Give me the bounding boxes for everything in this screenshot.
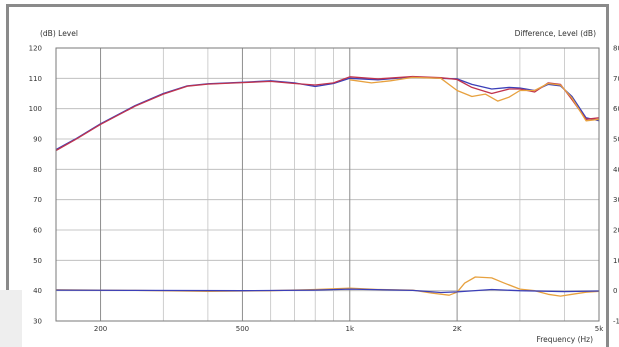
right-tick-label: 0 [613,287,617,295]
series-layer [55,75,600,297]
tick-layer: 1201101009080706050403080706050403020100… [29,45,619,334]
x-tick-label: 5k [595,325,604,333]
left-tick-label: 40 [33,287,42,295]
left-tick-label: 100 [29,105,42,113]
left-tick-label: 70 [33,196,42,204]
corner-shade [0,290,22,347]
frame-right-border [606,4,609,347]
right-tick-label: -10 [613,318,619,326]
right-tick-label: 40 [613,166,619,174]
frame-left-border [6,4,9,347]
left-tick-label: 90 [33,136,42,144]
frame-top-border [6,4,608,7]
x-tick-label: 200 [94,325,107,333]
x-tick-label: 500 [236,325,249,333]
series-line [55,276,600,297]
left-tick-label: 30 [33,318,42,326]
right-tick-label: 70 [613,75,619,83]
left-tick-label: 50 [33,257,42,265]
x-tick-label: 2K [453,325,462,333]
left-tick-label: 110 [29,75,42,83]
right-tick-label: 30 [613,196,619,204]
right-tick-label: 80 [613,45,619,53]
right-tick-label: 50 [613,136,619,144]
left-tick-label: 80 [33,166,42,174]
right-tick-label: 10 [613,257,619,265]
series-line [349,76,600,122]
right-tick-label: 20 [613,227,619,235]
x-axis-title: Frequency (Hz) [536,335,593,344]
right-axis-title: Difference, Level (dB) [515,29,596,38]
left-tick-label: 60 [33,227,42,235]
x-tick-label: 1k [346,325,355,333]
right-tick-label: 60 [613,105,619,113]
series-line [55,288,600,294]
left-axis-title: (dB) Level [40,29,78,38]
plot-border [55,47,600,322]
left-tick-label: 120 [29,45,42,53]
